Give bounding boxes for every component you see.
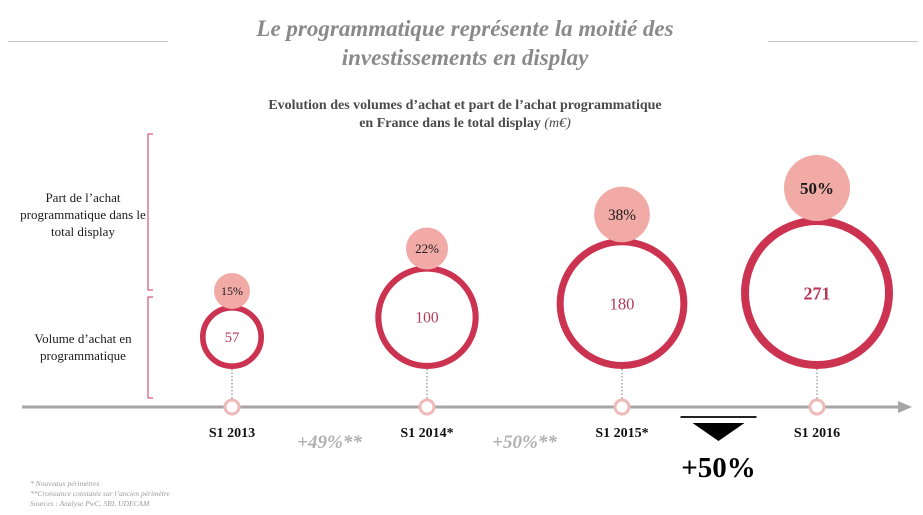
timeline-marker	[418, 398, 436, 416]
growth-label: +50%**	[492, 432, 557, 453]
timeline-arrowhead	[898, 401, 912, 413]
title-rule-right	[768, 41, 918, 42]
timeline-marker	[613, 398, 631, 416]
share-bubble	[214, 273, 250, 309]
timeline-marker	[808, 398, 826, 416]
footnote-3: Sources : Analyse PwC, SRI, UDECAM	[30, 499, 150, 508]
chart-title: Evolution des volumes d’achat et part de…	[170, 97, 760, 133]
total-growth-triangle	[692, 423, 745, 441]
volume-label: 180	[610, 294, 635, 313]
total-growth-label: +50%	[681, 452, 756, 484]
share-label: 22%	[415, 241, 439, 256]
footnote-2: **Croissance constatée sur l’ancien péri…	[30, 489, 170, 498]
page-title: Le programmatique représente la moitié d…	[170, 14, 760, 72]
category-label: S1 2014*	[400, 426, 453, 441]
chart-title-unit: (m€)	[544, 116, 571, 131]
side-label-share: Part de l’achat programmatique dans le t…	[20, 190, 146, 239]
category-label: S1 2015*	[595, 426, 648, 441]
volume-label: 100	[415, 310, 438, 327]
volume-label: 271	[804, 283, 831, 303]
chart-title-line2: en France dans le total display	[359, 116, 541, 131]
bracket-share	[147, 133, 153, 291]
category-label: S1 2016	[794, 426, 840, 441]
footnote-1: * Nouveaux périmètres	[30, 479, 100, 488]
share-label: 15%	[221, 284, 243, 298]
volume-label: 57	[225, 330, 240, 346]
footnotes: * Nouveaux périmètres **Croissance const…	[30, 479, 170, 509]
page-title-line1: Le programmatique représente la moitié d…	[256, 16, 674, 41]
share-bubble	[406, 227, 448, 270]
side-label-volume: Volume d’achat en programmatique	[34, 331, 132, 363]
bracket-volume	[147, 296, 153, 399]
page-title-line2: investissements en display	[341, 45, 589, 70]
share-bubble	[594, 186, 650, 243]
share-label: 50%	[800, 179, 834, 198]
growth-label: +49%**	[297, 432, 362, 453]
chart-title-line2-wrap: en France dans le total display (m€)	[170, 115, 760, 133]
category-label: S1 2013	[209, 426, 255, 441]
title-rule-left	[8, 41, 168, 42]
share-label: 38%	[608, 207, 636, 224]
chart-title-line1: Evolution des volumes d’achat et part de…	[268, 98, 662, 113]
timeline-marker	[223, 398, 241, 416]
share-bubble	[784, 155, 850, 221]
